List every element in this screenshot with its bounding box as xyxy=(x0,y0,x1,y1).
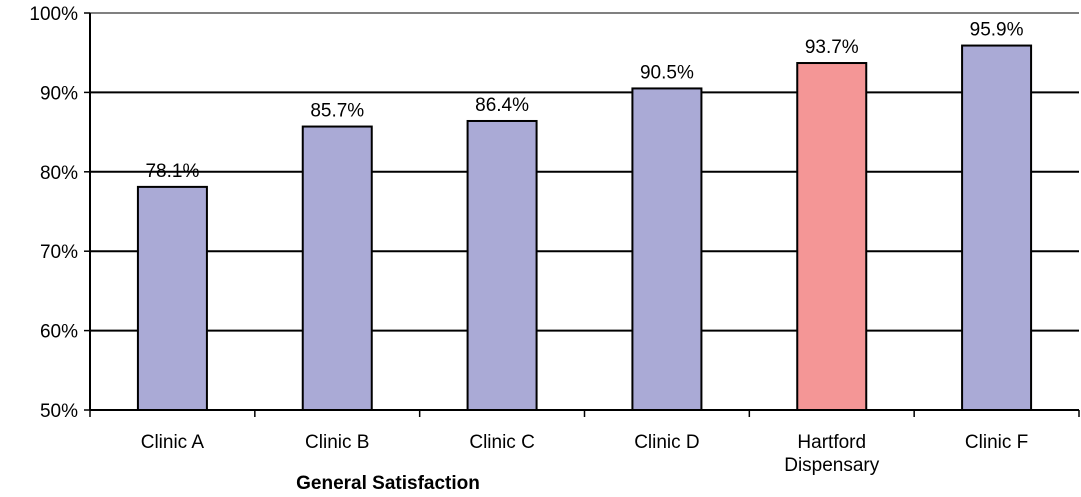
bar xyxy=(796,62,868,411)
x-tick-label: Clinic D xyxy=(634,432,699,453)
bar xyxy=(631,87,703,412)
y-tick-label: 80% xyxy=(40,163,78,184)
x-tick-label: Clinic C xyxy=(469,432,534,453)
bar xyxy=(136,185,208,411)
bar xyxy=(301,125,373,412)
y-tick-label: 100% xyxy=(29,4,78,25)
data-label: 85.7% xyxy=(310,101,364,122)
bars xyxy=(136,44,1033,412)
y-tick-label: 60% xyxy=(40,322,78,343)
gridlines xyxy=(90,91,1079,332)
data-labels: 78.1% 85.7% 86.4% 90.5% 93.7% 95.9% xyxy=(145,20,1023,182)
data-label: 90.5% xyxy=(640,62,694,83)
y-tick-label: 70% xyxy=(40,242,78,263)
y-tick-label: 90% xyxy=(40,83,78,104)
data-label: 86.4% xyxy=(475,95,529,116)
x-tick-label: Hartford Dispensary xyxy=(784,432,880,476)
data-label: 93.7% xyxy=(805,37,859,58)
y-tick-label: 50% xyxy=(40,401,78,422)
data-label: 78.1% xyxy=(145,161,199,182)
axes: 50% 60% 70% 80% 90% 100% Clinic A Clinic B Clini… xyxy=(29,4,1080,476)
bar xyxy=(466,119,538,411)
x-tick-label: Clinic A xyxy=(141,432,205,453)
x-tick-label: Clinic F xyxy=(965,432,1028,453)
x-axis-title: General Satisfaction xyxy=(296,473,480,494)
data-label: 95.9% xyxy=(970,20,1024,41)
bar xyxy=(961,44,1033,412)
x-tick-label: Clinic B xyxy=(305,432,369,453)
